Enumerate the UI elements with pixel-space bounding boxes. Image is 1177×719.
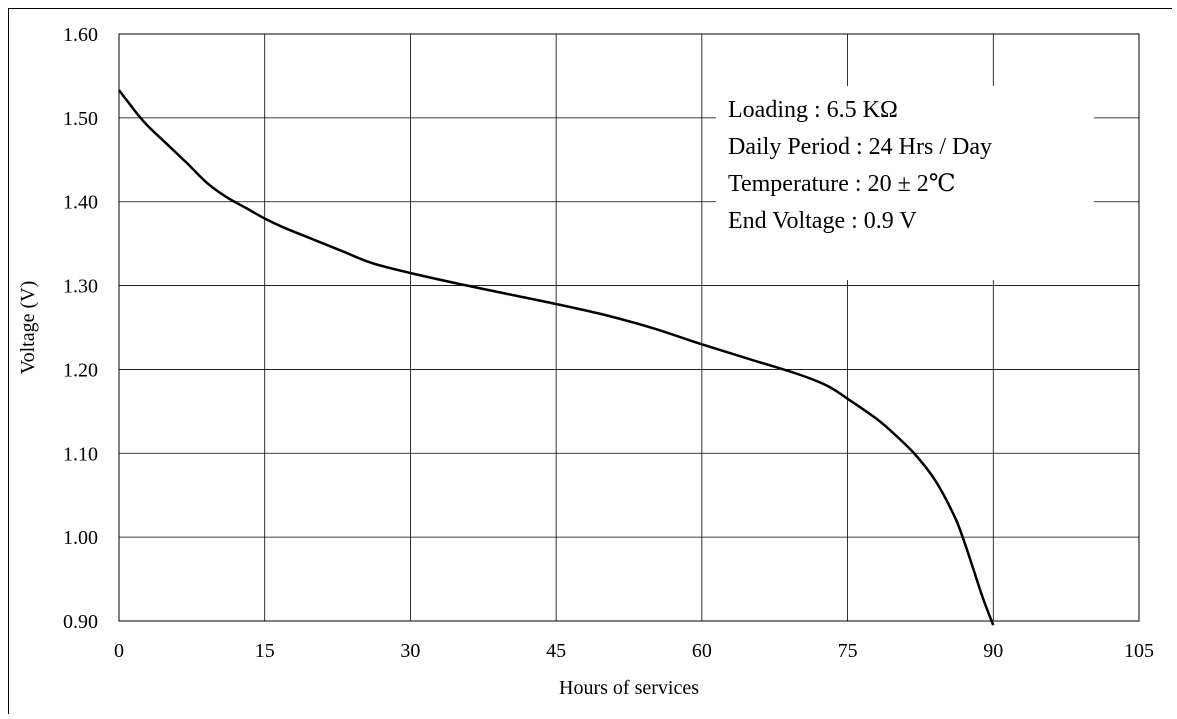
y-axis-ticks: 0.90 1.00 1.10 1.20 1.30 1.40 1.50 1.60 (63, 24, 98, 633)
x-tick-label: 45 (546, 640, 566, 662)
y-axis-label: Voltage (V) (17, 281, 39, 375)
y-tick-label: 1.60 (63, 24, 98, 46)
x-tick-label: 15 (255, 640, 275, 662)
y-tick-label: 1.50 (63, 108, 98, 130)
x-axis-label: Hours of services (559, 677, 699, 699)
y-tick-label: 1.00 (63, 527, 98, 549)
y-tick-label: 1.20 (63, 359, 98, 381)
plot-area (118, 33, 1140, 622)
x-tick-label: 90 (983, 640, 1003, 662)
y-tick-label: 1.40 (63, 192, 98, 214)
x-tick-label: 60 (692, 640, 712, 662)
x-tick-label: 75 (838, 640, 858, 662)
annotation-line: End Voltage : 0.9 V (728, 208, 917, 234)
annotation-text: Loading : 6.5 KΩ Daily Period : 24 Hrs / … (728, 97, 992, 234)
x-tick-label: 0 (114, 640, 124, 662)
series-group (118, 89, 995, 626)
annotation-line: Loading : 6.5 KΩ (728, 97, 898, 123)
x-axis-ticks: 0 15 30 45 60 75 90 105 (114, 640, 1154, 662)
chart-frame (8, 8, 1172, 714)
y-tick-label: 1.30 (63, 276, 98, 298)
discharge-curve-line (118, 89, 995, 626)
y-tick-label: 1.10 (63, 443, 98, 465)
annotation-line: Daily Period : 24 Hrs / Day (728, 134, 992, 160)
annotation-line: Temperature : 20 ± 2℃ (728, 171, 956, 197)
annotation-box (716, 86, 1094, 280)
x-tick-label: 30 (400, 640, 420, 662)
y-tick-label: 0.90 (63, 611, 98, 633)
x-tick-label: 105 (1124, 640, 1154, 662)
